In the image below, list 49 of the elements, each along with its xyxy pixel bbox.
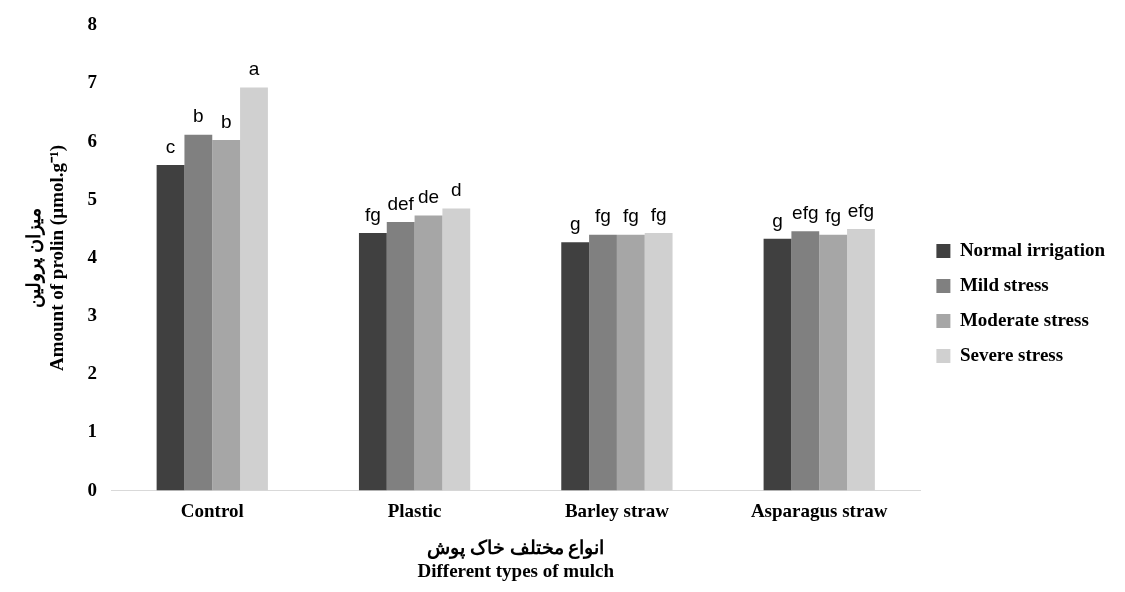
bar bbox=[819, 234, 848, 491]
x-tick-label: Barley straw bbox=[564, 499, 670, 521]
data-label: d bbox=[451, 179, 462, 201]
data-label: efg bbox=[847, 199, 875, 221]
y-tick-label: 7 bbox=[87, 71, 98, 93]
data-label: de bbox=[417, 186, 440, 208]
bar bbox=[763, 238, 792, 491]
legend-label: Severe stress bbox=[959, 343, 1064, 365]
bar bbox=[184, 134, 213, 491]
bar bbox=[240, 87, 268, 491]
data-label: c bbox=[165, 135, 176, 157]
x-tick-label: Control bbox=[180, 499, 244, 521]
bar bbox=[644, 233, 673, 491]
data-label: a bbox=[248, 58, 260, 80]
data-label: g bbox=[569, 213, 581, 235]
legend-label: Moderate stress bbox=[959, 308, 1089, 330]
y-tick-label: 2 bbox=[87, 362, 98, 384]
x-tick-label: Asparagus straw bbox=[750, 499, 888, 521]
y-tick-label: 8 bbox=[87, 13, 98, 35]
y-tick-label: 4 bbox=[87, 245, 98, 267]
data-label: fg bbox=[825, 205, 842, 227]
y-tick-label: 1 bbox=[87, 420, 98, 442]
y-tick-label: 3 bbox=[87, 304, 98, 326]
bar bbox=[414, 215, 443, 491]
data-label: fg bbox=[650, 203, 667, 225]
data-label: efg bbox=[792, 201, 819, 223]
bar bbox=[156, 164, 185, 491]
x-tick-label: Plastic bbox=[387, 499, 442, 521]
bar bbox=[589, 234, 617, 491]
bar bbox=[791, 231, 820, 491]
bar bbox=[561, 242, 590, 491]
legend-label: Mild stress bbox=[959, 273, 1049, 295]
bar bbox=[212, 139, 241, 491]
y-tick-label: 5 bbox=[87, 187, 98, 209]
y-tick-label: 6 bbox=[87, 129, 98, 151]
bar bbox=[847, 228, 875, 491]
legend-label: Normal irrigation bbox=[959, 238, 1106, 260]
y-tick-label: 0 bbox=[87, 478, 98, 500]
bar bbox=[442, 208, 471, 491]
bar bbox=[616, 234, 645, 491]
bar bbox=[358, 233, 387, 491]
data-label: g bbox=[772, 209, 783, 231]
data-label: fg bbox=[595, 205, 611, 227]
bar bbox=[386, 221, 415, 491]
data-label: b bbox=[220, 110, 232, 132]
data-label: fg bbox=[622, 205, 639, 227]
data-label: fg bbox=[364, 203, 381, 225]
data-label: b bbox=[193, 105, 204, 127]
data-label: def bbox=[387, 192, 415, 214]
